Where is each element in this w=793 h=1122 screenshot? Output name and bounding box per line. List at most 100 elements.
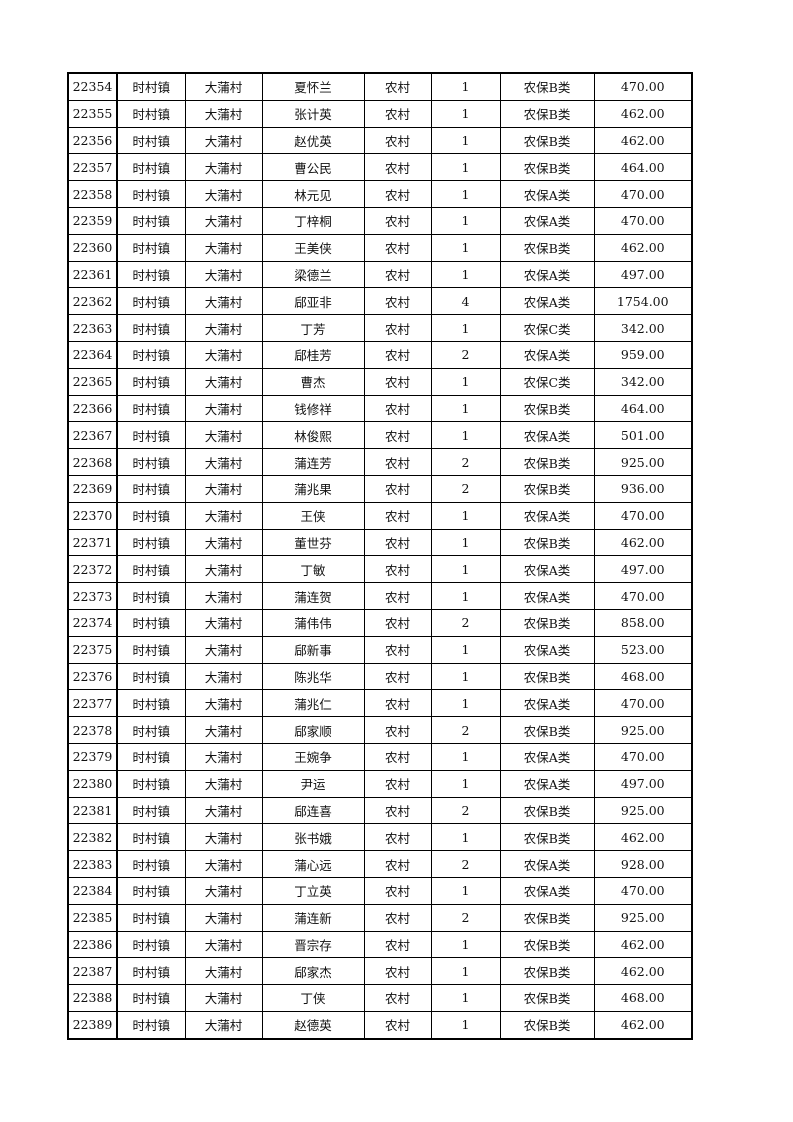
- name-cell: 王侠: [261, 501, 365, 530]
- row-number-cell: 22356: [67, 126, 118, 155]
- village-cell: 大蒲村: [184, 206, 263, 235]
- insurance-class-cell: 农保A类: [499, 340, 595, 369]
- row-number-cell: 22381: [67, 796, 118, 825]
- category-cell: 农村: [363, 367, 432, 396]
- amount-cell: 470.00: [593, 689, 693, 718]
- village-cell: 大蒲村: [184, 314, 263, 342]
- name-cell: 郈新事: [261, 635, 365, 664]
- insurance-class-cell: 农保B类: [499, 608, 595, 637]
- amount-cell: 858.00: [593, 608, 693, 637]
- name-cell: 郈家顺: [261, 716, 365, 744]
- category-cell: 农村: [363, 448, 432, 476]
- row-number-cell: 22364: [67, 340, 118, 369]
- table-row: 22373 时村镇 大蒲村 蒲连贺 农村 1 农保A类 470.00: [67, 582, 693, 610]
- village-cell: 大蒲村: [184, 233, 263, 262]
- category-cell: 农村: [363, 823, 432, 852]
- name-cell: 蒲连芳: [261, 448, 365, 476]
- row-number-cell: 22389: [67, 1010, 118, 1040]
- town-cell: 时村镇: [116, 930, 186, 959]
- table-body: 22354 时村镇 大蒲村 夏怀兰 农村 1 农保B类 470.00 22355 时村镇 大蒲村 张计…: [67, 72, 693, 1040]
- village-cell: 大蒲村: [184, 1010, 263, 1040]
- village-cell: 大蒲村: [184, 555, 263, 584]
- amount-cell: 925.00: [593, 903, 693, 932]
- insurance-class-cell: 农保A类: [499, 742, 595, 771]
- row-number-cell: 22371: [67, 528, 118, 557]
- category-cell: 农村: [363, 126, 432, 155]
- village-cell: 大蒲村: [184, 850, 263, 878]
- category-cell: 农村: [363, 99, 432, 128]
- insurance-class-cell: 农保A类: [499, 769, 595, 798]
- insurance-class-cell: 农保B类: [499, 930, 595, 959]
- household-count-cell: 1: [430, 528, 501, 557]
- village-cell: 大蒲村: [184, 72, 263, 101]
- insurance-class-cell: 农保A类: [499, 582, 595, 610]
- town-cell: 时村镇: [116, 340, 186, 369]
- village-cell: 大蒲村: [184, 876, 263, 905]
- household-count-cell: 1: [430, 823, 501, 852]
- household-count-cell: 1: [430, 769, 501, 798]
- town-cell: 时村镇: [116, 153, 186, 182]
- amount-cell: 959.00: [593, 340, 693, 369]
- household-count-cell: 2: [430, 340, 501, 369]
- category-cell: 农村: [363, 850, 432, 878]
- name-cell: 蒲兆果: [261, 474, 365, 503]
- town-cell: 时村镇: [116, 823, 186, 852]
- household-count-cell: 1: [430, 957, 501, 986]
- name-cell: 丁敏: [261, 555, 365, 584]
- household-count-cell: 1: [430, 662, 501, 691]
- name-cell: 蒲心远: [261, 850, 365, 878]
- town-cell: 时村镇: [116, 555, 186, 584]
- name-cell: 郈桂芳: [261, 340, 365, 369]
- village-cell: 大蒲村: [184, 421, 263, 450]
- town-cell: 时村镇: [116, 287, 186, 316]
- table-row: 22374 时村镇 大蒲村 蒲伟伟 农村 2 农保B类 858.00: [67, 608, 693, 637]
- household-count-cell: 2: [430, 850, 501, 878]
- category-cell: 农村: [363, 233, 432, 262]
- row-number-cell: 22384: [67, 876, 118, 905]
- category-cell: 农村: [363, 314, 432, 342]
- table-row: 22380 时村镇 大蒲村 尹运 农村 1 农保A类 497.00: [67, 769, 693, 798]
- town-cell: 时村镇: [116, 984, 186, 1012]
- village-cell: 大蒲村: [184, 984, 263, 1012]
- household-count-cell: 1: [430, 99, 501, 128]
- name-cell: 蒲兆仁: [261, 689, 365, 718]
- amount-cell: 497.00: [593, 555, 693, 584]
- name-cell: 钱修祥: [261, 394, 365, 423]
- row-number-cell: 22386: [67, 930, 118, 959]
- town-cell: 时村镇: [116, 421, 186, 450]
- insurance-class-cell: 农保B类: [499, 394, 595, 423]
- insurance-class-cell: 农保A类: [499, 850, 595, 878]
- table-row: 22369 时村镇 大蒲村 蒲兆果 农村 2 农保B类 936.00: [67, 474, 693, 503]
- row-number-cell: 22359: [67, 206, 118, 235]
- village-cell: 大蒲村: [184, 823, 263, 852]
- town-cell: 时村镇: [116, 716, 186, 744]
- category-cell: 农村: [363, 474, 432, 503]
- insurance-class-cell: 农保B类: [499, 984, 595, 1012]
- amount-cell: 342.00: [593, 367, 693, 396]
- amount-cell: 462.00: [593, 233, 693, 262]
- household-count-cell: 1: [430, 421, 501, 450]
- insurance-class-cell: 农保A类: [499, 421, 595, 450]
- insurance-class-cell: 农保B类: [499, 903, 595, 932]
- household-count-cell: 1: [430, 367, 501, 396]
- town-cell: 时村镇: [116, 876, 186, 905]
- category-cell: 农村: [363, 662, 432, 691]
- village-cell: 大蒲村: [184, 394, 263, 423]
- town-cell: 时村镇: [116, 448, 186, 476]
- amount-cell: 464.00: [593, 394, 693, 423]
- household-count-cell: 2: [430, 716, 501, 744]
- row-number-cell: 22373: [67, 582, 118, 610]
- row-number-cell: 22378: [67, 716, 118, 744]
- village-cell: 大蒲村: [184, 260, 263, 289]
- name-cell: 林元见: [261, 180, 365, 208]
- amount-cell: 470.00: [593, 742, 693, 771]
- category-cell: 农村: [363, 689, 432, 718]
- amount-cell: 497.00: [593, 260, 693, 289]
- insurance-class-cell: 农保B类: [499, 823, 595, 852]
- table-row: 22360 时村镇 大蒲村 王美侠 农村 1 农保B类 462.00: [67, 233, 693, 262]
- category-cell: 农村: [363, 555, 432, 584]
- category-cell: 农村: [363, 930, 432, 959]
- name-cell: 丁梓桐: [261, 206, 365, 235]
- village-cell: 大蒲村: [184, 340, 263, 369]
- amount-cell: 468.00: [593, 984, 693, 1012]
